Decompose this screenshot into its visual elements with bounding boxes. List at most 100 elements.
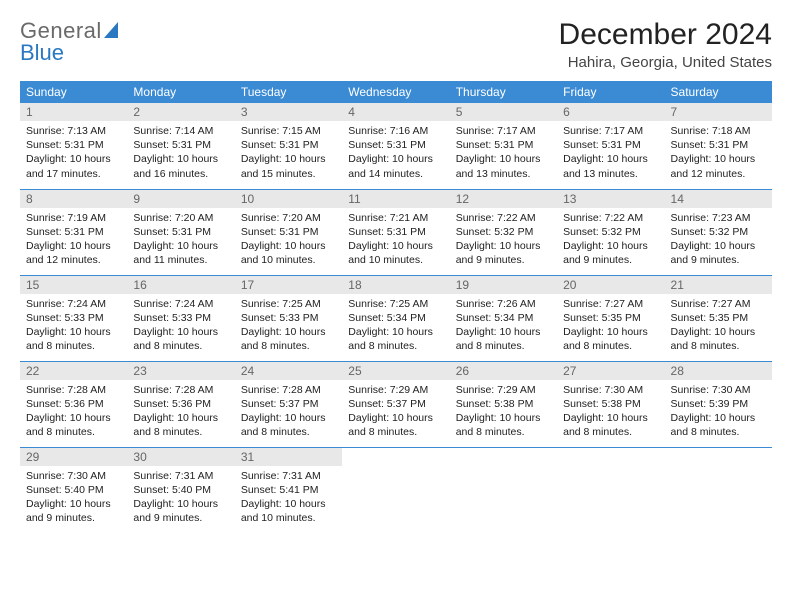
day-number: 4 — [342, 103, 449, 121]
day-number: 15 — [20, 276, 127, 294]
day-content: Sunrise: 7:24 AMSunset: 5:33 PMDaylight:… — [127, 294, 234, 358]
day-number: 21 — [665, 276, 772, 294]
day-content: Sunrise: 7:20 AMSunset: 5:31 PMDaylight:… — [235, 208, 342, 272]
day-number: 24 — [235, 362, 342, 380]
day-content: Sunrise: 7:27 AMSunset: 5:35 PMDaylight:… — [557, 294, 664, 358]
calendar-cell: 16Sunrise: 7:24 AMSunset: 5:33 PMDayligh… — [127, 275, 234, 361]
calendar-cell: 28Sunrise: 7:30 AMSunset: 5:39 PMDayligh… — [665, 361, 772, 447]
day-header: Saturday — [665, 81, 772, 103]
day-content: Sunrise: 7:25 AMSunset: 5:34 PMDaylight:… — [342, 294, 449, 358]
day-content: Sunrise: 7:29 AMSunset: 5:37 PMDaylight:… — [342, 380, 449, 444]
calendar-cell: 13Sunrise: 7:22 AMSunset: 5:32 PMDayligh… — [557, 189, 664, 275]
day-header: Sunday — [20, 81, 127, 103]
day-number: 26 — [450, 362, 557, 380]
day-content: Sunrise: 7:18 AMSunset: 5:31 PMDaylight:… — [665, 121, 772, 185]
day-number: 12 — [450, 190, 557, 208]
day-number: 2 — [127, 103, 234, 121]
day-number: 16 — [127, 276, 234, 294]
day-number: 20 — [557, 276, 664, 294]
day-header: Thursday — [450, 81, 557, 103]
day-content: Sunrise: 7:22 AMSunset: 5:32 PMDaylight:… — [450, 208, 557, 272]
day-number: 1 — [20, 103, 127, 121]
title-block: December 2024 Hahira, Georgia, United St… — [559, 18, 772, 71]
day-content: Sunrise: 7:14 AMSunset: 5:31 PMDaylight:… — [127, 121, 234, 185]
calendar-cell: 25Sunrise: 7:29 AMSunset: 5:37 PMDayligh… — [342, 361, 449, 447]
calendar-cell: 31Sunrise: 7:31 AMSunset: 5:41 PMDayligh… — [235, 447, 342, 533]
calendar-cell: 3Sunrise: 7:15 AMSunset: 5:31 PMDaylight… — [235, 103, 342, 189]
calendar-cell: 9Sunrise: 7:20 AMSunset: 5:31 PMDaylight… — [127, 189, 234, 275]
calendar-cell: 22Sunrise: 7:28 AMSunset: 5:36 PMDayligh… — [20, 361, 127, 447]
day-content: Sunrise: 7:28 AMSunset: 5:36 PMDaylight:… — [20, 380, 127, 444]
day-number: 3 — [235, 103, 342, 121]
day-content: Sunrise: 7:28 AMSunset: 5:37 PMDaylight:… — [235, 380, 342, 444]
calendar-cell: 23Sunrise: 7:28 AMSunset: 5:36 PMDayligh… — [127, 361, 234, 447]
day-number: 19 — [450, 276, 557, 294]
day-content: Sunrise: 7:19 AMSunset: 5:31 PMDaylight:… — [20, 208, 127, 272]
calendar-cell: .. — [665, 447, 772, 533]
day-content: Sunrise: 7:25 AMSunset: 5:33 PMDaylight:… — [235, 294, 342, 358]
calendar-cell: 12Sunrise: 7:22 AMSunset: 5:32 PMDayligh… — [450, 189, 557, 275]
calendar-cell: 21Sunrise: 7:27 AMSunset: 5:35 PMDayligh… — [665, 275, 772, 361]
logo-sail-icon — [104, 22, 124, 38]
day-number: 23 — [127, 362, 234, 380]
calendar-cell: 18Sunrise: 7:25 AMSunset: 5:34 PMDayligh… — [342, 275, 449, 361]
calendar-head: SundayMondayTuesdayWednesdayThursdayFrid… — [20, 81, 772, 103]
day-content: Sunrise: 7:30 AMSunset: 5:40 PMDaylight:… — [20, 466, 127, 530]
day-number: 11 — [342, 190, 449, 208]
day-header: Friday — [557, 81, 664, 103]
day-content: Sunrise: 7:30 AMSunset: 5:39 PMDaylight:… — [665, 380, 772, 444]
day-content: Sunrise: 7:22 AMSunset: 5:32 PMDaylight:… — [557, 208, 664, 272]
day-number: 6 — [557, 103, 664, 121]
day-number: 10 — [235, 190, 342, 208]
day-content: Sunrise: 7:21 AMSunset: 5:31 PMDaylight:… — [342, 208, 449, 272]
calendar-table: SundayMondayTuesdayWednesdayThursdayFrid… — [20, 81, 772, 533]
month-title: December 2024 — [559, 18, 772, 52]
day-content: Sunrise: 7:29 AMSunset: 5:38 PMDaylight:… — [450, 380, 557, 444]
calendar-cell: .. — [450, 447, 557, 533]
day-number: 18 — [342, 276, 449, 294]
day-content: Sunrise: 7:15 AMSunset: 5:31 PMDaylight:… — [235, 121, 342, 185]
day-number: 25 — [342, 362, 449, 380]
calendar-cell: 29Sunrise: 7:30 AMSunset: 5:40 PMDayligh… — [20, 447, 127, 533]
day-number: 13 — [557, 190, 664, 208]
day-number: 9 — [127, 190, 234, 208]
day-content: Sunrise: 7:26 AMSunset: 5:34 PMDaylight:… — [450, 294, 557, 358]
calendar-cell: 2Sunrise: 7:14 AMSunset: 5:31 PMDaylight… — [127, 103, 234, 189]
day-content: Sunrise: 7:28 AMSunset: 5:36 PMDaylight:… — [127, 380, 234, 444]
day-number: 29 — [20, 448, 127, 466]
calendar-body: 1Sunrise: 7:13 AMSunset: 5:31 PMDaylight… — [20, 103, 772, 533]
day-content: Sunrise: 7:31 AMSunset: 5:41 PMDaylight:… — [235, 466, 342, 530]
day-content: Sunrise: 7:30 AMSunset: 5:38 PMDaylight:… — [557, 380, 664, 444]
calendar-cell: 5Sunrise: 7:17 AMSunset: 5:31 PMDaylight… — [450, 103, 557, 189]
calendar-cell: 6Sunrise: 7:17 AMSunset: 5:31 PMDaylight… — [557, 103, 664, 189]
logo-text-2: Blue — [20, 40, 64, 66]
calendar-cell: .. — [557, 447, 664, 533]
calendar-cell: 30Sunrise: 7:31 AMSunset: 5:40 PMDayligh… — [127, 447, 234, 533]
calendar-cell: 15Sunrise: 7:24 AMSunset: 5:33 PMDayligh… — [20, 275, 127, 361]
day-number: 7 — [665, 103, 772, 121]
day-header: Tuesday — [235, 81, 342, 103]
day-number: 22 — [20, 362, 127, 380]
day-content: Sunrise: 7:31 AMSunset: 5:40 PMDaylight:… — [127, 466, 234, 530]
header: General December 2024 Hahira, Georgia, U… — [20, 18, 772, 71]
calendar-cell: 1Sunrise: 7:13 AMSunset: 5:31 PMDaylight… — [20, 103, 127, 189]
day-number: 5 — [450, 103, 557, 121]
day-number: 27 — [557, 362, 664, 380]
day-number: 14 — [665, 190, 772, 208]
calendar-cell: 11Sunrise: 7:21 AMSunset: 5:31 PMDayligh… — [342, 189, 449, 275]
day-content: Sunrise: 7:16 AMSunset: 5:31 PMDaylight:… — [342, 121, 449, 185]
day-number: 8 — [20, 190, 127, 208]
day-content: Sunrise: 7:20 AMSunset: 5:31 PMDaylight:… — [127, 208, 234, 272]
day-header: Wednesday — [342, 81, 449, 103]
day-header: Monday — [127, 81, 234, 103]
calendar-cell: 27Sunrise: 7:30 AMSunset: 5:38 PMDayligh… — [557, 361, 664, 447]
calendar-cell: 10Sunrise: 7:20 AMSunset: 5:31 PMDayligh… — [235, 189, 342, 275]
calendar-cell: 19Sunrise: 7:26 AMSunset: 5:34 PMDayligh… — [450, 275, 557, 361]
day-number: 30 — [127, 448, 234, 466]
day-number: 17 — [235, 276, 342, 294]
calendar-cell: .. — [342, 447, 449, 533]
calendar-cell: 7Sunrise: 7:18 AMSunset: 5:31 PMDaylight… — [665, 103, 772, 189]
calendar-cell: 4Sunrise: 7:16 AMSunset: 5:31 PMDaylight… — [342, 103, 449, 189]
day-content: Sunrise: 7:24 AMSunset: 5:33 PMDaylight:… — [20, 294, 127, 358]
calendar-cell: 26Sunrise: 7:29 AMSunset: 5:38 PMDayligh… — [450, 361, 557, 447]
